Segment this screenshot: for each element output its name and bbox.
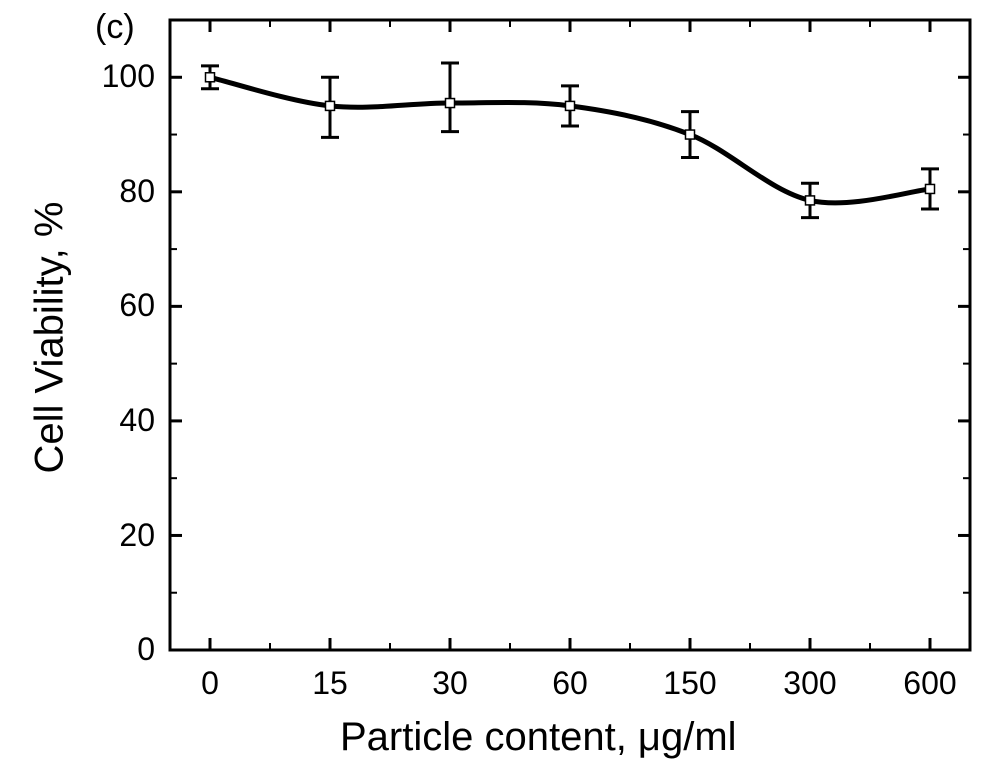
plot-svg: [0, 0, 1000, 777]
chart-container: (c) Cell Viability, % Particle content, …: [0, 0, 1000, 777]
